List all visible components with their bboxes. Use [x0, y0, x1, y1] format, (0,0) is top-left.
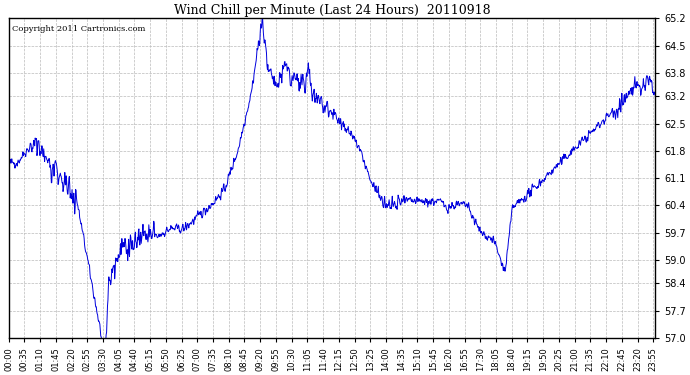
Text: Copyright 2011 Cartronics.com: Copyright 2011 Cartronics.com	[12, 25, 146, 33]
Title: Wind Chill per Minute (Last 24 Hours)  20110918: Wind Chill per Minute (Last 24 Hours) 20…	[174, 4, 490, 17]
